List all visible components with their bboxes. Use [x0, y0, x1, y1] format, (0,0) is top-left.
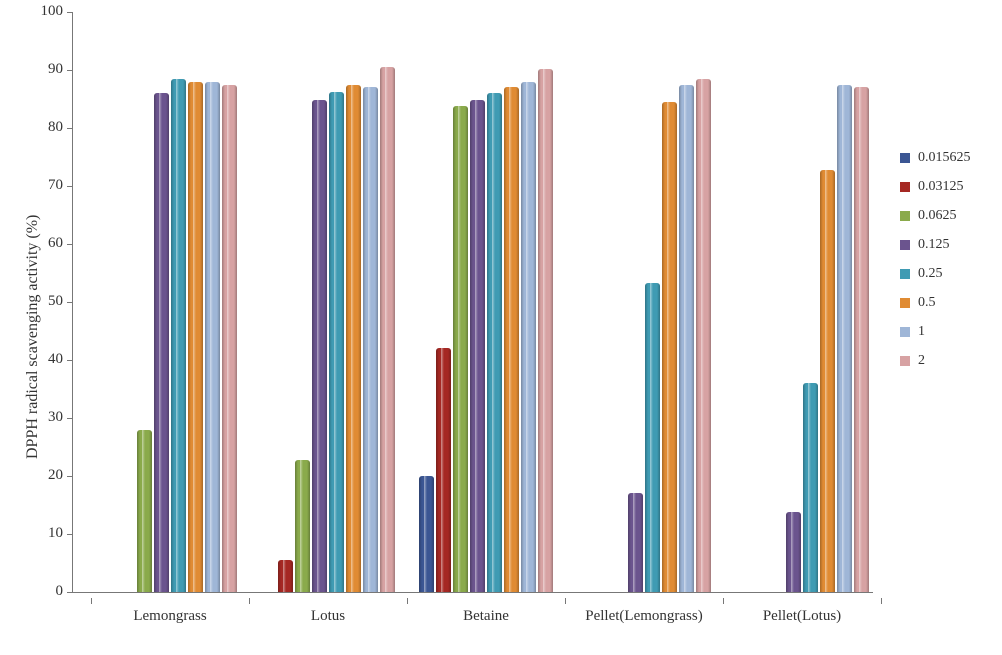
bar	[679, 85, 694, 593]
x-tick-label: Pellet(Lotus)	[763, 608, 841, 625]
y-tick-label: 40	[48, 351, 63, 368]
legend-label: 2	[918, 353, 925, 369]
y-tick-label: 70	[48, 177, 63, 194]
legend-swatch	[900, 182, 910, 192]
y-tick-mark	[67, 592, 73, 593]
bar	[171, 79, 186, 592]
y-tick-mark	[67, 534, 73, 535]
x-tick-label: Lotus	[311, 608, 345, 625]
bar	[295, 460, 310, 592]
legend-item: 1	[900, 324, 971, 340]
y-tick-label: 100	[41, 3, 64, 20]
legend-label: 1	[918, 324, 925, 340]
bar	[504, 87, 519, 592]
bar	[380, 67, 395, 592]
bar	[453, 106, 468, 592]
x-tick-label: Betaine	[463, 608, 509, 625]
bar	[222, 85, 237, 593]
y-tick-mark	[67, 302, 73, 303]
y-tick-mark	[67, 186, 73, 187]
legend-swatch	[900, 269, 910, 279]
plot-area: 0102030405060708090100LemongrassLotusBet…	[72, 12, 873, 593]
legend-label: 0.03125	[918, 179, 964, 195]
bar	[346, 85, 361, 593]
y-tick-label: 80	[48, 119, 63, 136]
x-tick-mark	[407, 598, 408, 604]
bar	[854, 87, 869, 592]
bar	[628, 493, 643, 592]
legend-swatch	[900, 240, 910, 250]
legend: 0.015625 0.03125 0.0625 0.125 0.25 0.5 1 2	[900, 150, 971, 382]
bar	[645, 283, 660, 592]
y-tick-mark	[67, 418, 73, 419]
bar	[487, 93, 502, 592]
bar	[470, 100, 485, 592]
bar	[436, 348, 451, 592]
x-tick-mark	[881, 598, 882, 604]
legend-swatch	[900, 153, 910, 163]
legend-item: 0.125	[900, 237, 971, 253]
x-tick-mark	[565, 598, 566, 604]
x-tick-label: Pellet(Lemongrass)	[585, 608, 702, 625]
y-tick-label: 30	[48, 409, 63, 426]
legend-label: 0.125	[918, 237, 950, 253]
y-tick-label: 10	[48, 525, 63, 542]
legend-swatch	[900, 356, 910, 366]
y-tick-mark	[67, 128, 73, 129]
chart-stage: 0 10 20 30 40 50 60 70 80 90 100 Lemongrass Lotus Bet…	[0, 0, 1002, 655]
bar	[521, 82, 536, 592]
x-tick-label: Lemongrass	[133, 608, 206, 625]
y-tick-mark	[67, 12, 73, 13]
bar	[803, 383, 818, 592]
y-tick-label: 90	[48, 61, 63, 78]
y-tick-mark	[67, 476, 73, 477]
legend-swatch	[900, 211, 910, 221]
bar	[419, 476, 434, 592]
legend-swatch	[900, 298, 910, 308]
legend-item: 0.5	[900, 295, 971, 311]
legend-label: 0.5	[918, 295, 936, 311]
x-tick-mark	[91, 598, 92, 604]
x-tick-mark	[249, 598, 250, 604]
y-tick-mark	[67, 244, 73, 245]
legend-item: 0.03125	[900, 179, 971, 195]
bar	[786, 512, 801, 592]
bar	[837, 85, 852, 593]
y-tick-mark	[67, 360, 73, 361]
y-tick-label: 50	[48, 293, 63, 310]
legend-label: 0.0625	[918, 208, 957, 224]
legend-label: 0.015625	[918, 150, 971, 166]
bar	[154, 93, 169, 592]
bar	[278, 560, 293, 592]
bar	[538, 69, 553, 592]
legend-item: 0.25	[900, 266, 971, 282]
bar	[662, 102, 677, 592]
bar	[696, 79, 711, 592]
legend-swatch	[900, 327, 910, 337]
x-tick-mark	[723, 598, 724, 604]
y-tick-label: 0	[56, 583, 64, 600]
legend-label: 0.25	[918, 266, 943, 282]
y-tick-label: 20	[48, 467, 63, 484]
bar	[363, 87, 378, 592]
bar	[137, 430, 152, 592]
legend-item: 2	[900, 353, 971, 369]
bar	[329, 92, 344, 592]
bar	[205, 82, 220, 592]
bar	[312, 100, 327, 592]
y-tick-mark	[67, 70, 73, 71]
y-tick-label: 60	[48, 235, 63, 252]
bar	[820, 170, 835, 592]
legend-item: 0.015625	[900, 150, 971, 166]
y-axis-title: DPPH radical scavenging activity (%)	[24, 214, 42, 458]
legend-item: 0.0625	[900, 208, 971, 224]
bar	[188, 82, 203, 592]
